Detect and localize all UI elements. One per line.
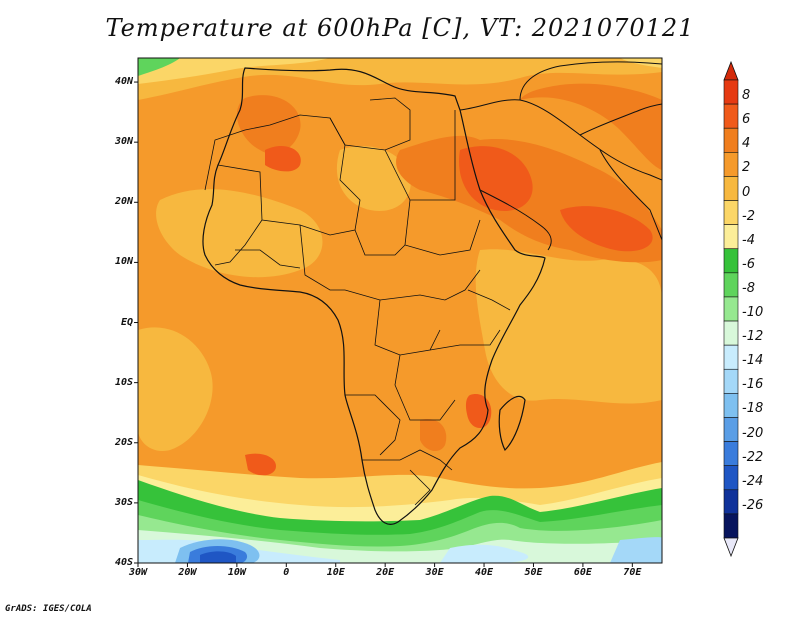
lat-label: 30S: [114, 496, 133, 508]
colorbar-label: -16: [742, 377, 764, 393]
colorbar-under-arrow: [723, 537, 739, 558]
lat-label: 40N: [114, 76, 133, 88]
colorbar: [723, 60, 739, 558]
colorbar-swatch: [723, 152, 739, 177]
lon-label: 20E: [376, 567, 395, 578]
colorbar-swatch: [723, 513, 739, 539]
colorbar-swatch: [723, 393, 739, 418]
lon-label: 0: [283, 567, 290, 578]
lon-label: 30W: [128, 567, 148, 578]
colorbar-swatch: [723, 296, 739, 322]
colorbar-label: -26: [742, 497, 764, 513]
colorbar-swatch: [723, 344, 739, 370]
lat-label: 10S: [114, 376, 133, 388]
temperature-field: [138, 58, 662, 563]
map-title: Temperature at 600hPa [C], VT: 202107012…: [105, 14, 695, 42]
colorbar-label: -2: [742, 208, 755, 224]
colorbar-swatch: [723, 224, 739, 250]
map-frame: [137, 57, 663, 564]
colorbar-label: 4: [742, 136, 751, 152]
colorbar-swatch: [723, 441, 739, 466]
lon-label: 20W: [178, 567, 197, 578]
colorbar-label: -4: [742, 232, 755, 248]
lat-label: 30N: [114, 136, 133, 148]
colorbar-label: 6: [742, 112, 751, 128]
colorbar-swatch: [723, 200, 739, 225]
lon-label: 30E: [425, 567, 444, 578]
colorbar-swatch: [723, 176, 739, 201]
colorbar-label: -22: [742, 449, 764, 465]
colorbar-label: 2: [742, 160, 751, 176]
lon-label: 60E: [573, 567, 592, 578]
colorbar-swatch: [723, 79, 739, 105]
colorbar-label: 0: [742, 184, 751, 200]
colorbar-swatch: [723, 489, 739, 515]
credit-text: GrADS: IGES/COLA: [5, 604, 92, 614]
colorbar-label: -10: [742, 305, 764, 321]
lon-label: 70E: [623, 567, 642, 578]
colorbar-label: 8: [742, 88, 751, 104]
colorbar-swatch: [723, 272, 739, 298]
colorbar-label: -24: [742, 473, 764, 489]
lat-label: 10N: [114, 256, 133, 268]
lon-label: 10W: [227, 567, 246, 578]
lat-label: 20S: [114, 436, 133, 448]
lon-label: 10E: [326, 567, 345, 578]
lat-label: 20N: [114, 196, 133, 208]
colorbar-label: -18: [742, 401, 764, 417]
lat-label: 40S: [114, 557, 133, 568]
colorbar-swatch: [723, 320, 739, 346]
colorbar-swatch: [723, 248, 739, 274]
colorbar-swatch: [723, 465, 739, 491]
colorbar-swatch: [723, 103, 739, 129]
colorbar-label: -14: [742, 353, 764, 369]
colorbar-swatch: [723, 368, 739, 394]
lon-label: 40E: [475, 567, 494, 578]
colorbar-over-arrow: [723, 60, 739, 81]
colorbar-label: -12: [742, 329, 764, 345]
colorbar-label: -20: [742, 425, 764, 441]
lat-label: EQ: [120, 316, 133, 328]
colorbar-label: -6: [742, 256, 755, 272]
colorbar-swatch: [723, 417, 739, 442]
lon-label: 50E: [524, 567, 543, 578]
colorbar-label: -8: [742, 280, 755, 296]
colorbar-swatch: [723, 127, 739, 153]
